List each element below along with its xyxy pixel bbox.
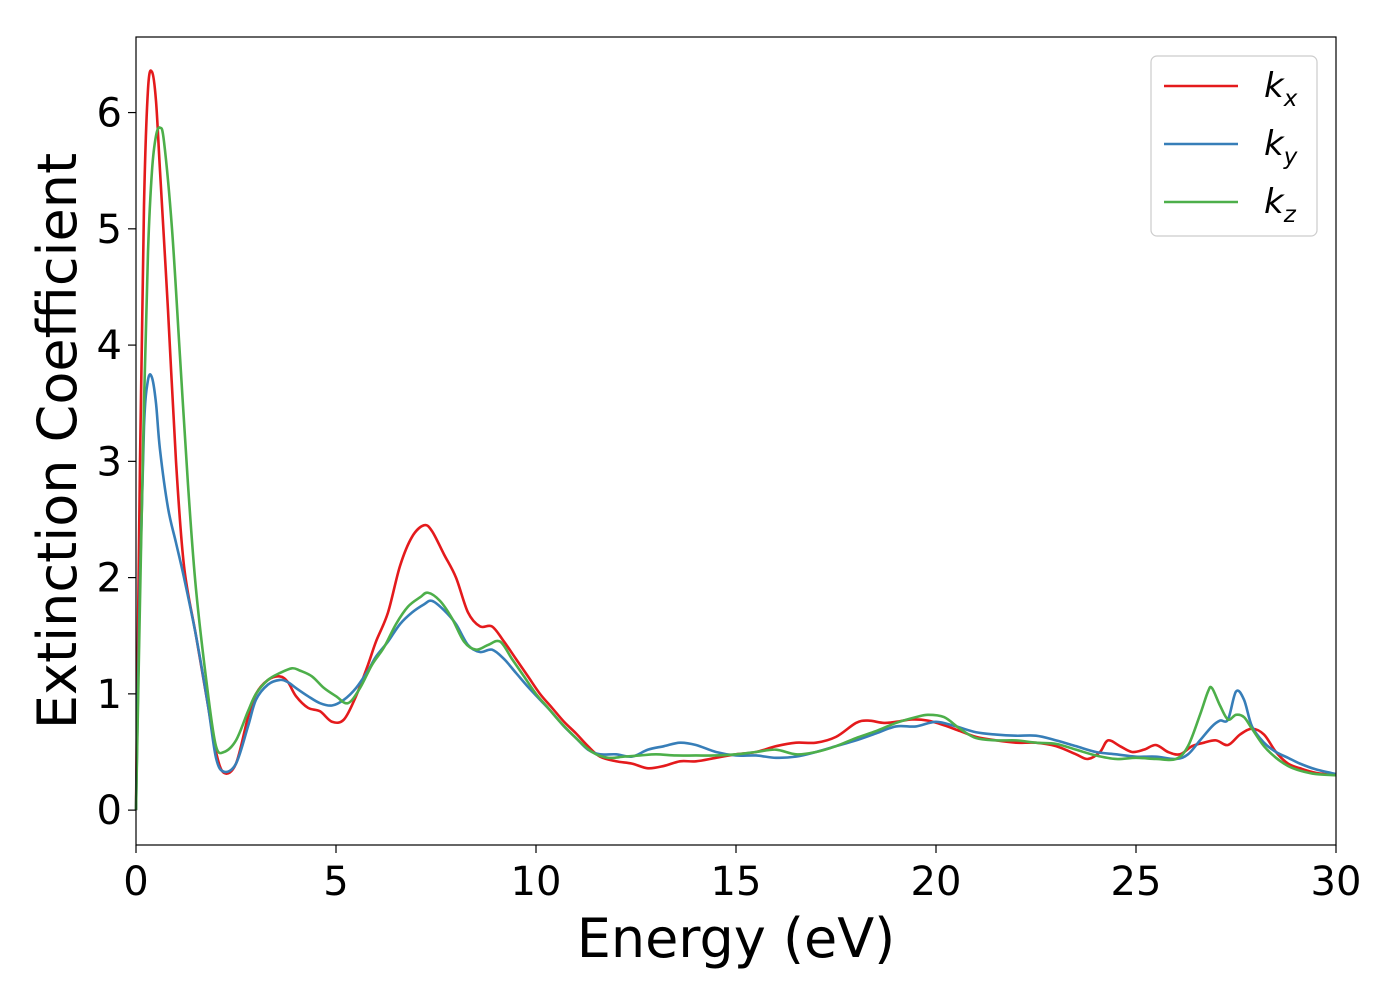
y-tick-label: 0 (97, 788, 122, 834)
y-tick-label: 3 (97, 439, 122, 485)
series-line-k-z (134, 126, 1337, 811)
y-axis-ticks: 0 1 2 3 4 5 6 (97, 91, 136, 834)
y-tick-label: 5 (97, 207, 122, 253)
x-tick-label: 0 (123, 859, 148, 905)
y-tick-label: 1 (97, 672, 122, 718)
legend-items: kx ky kz (1164, 66, 1298, 228)
legend: kx ky kz (1150, 55, 1318, 237)
legend-label-z: kz (1264, 182, 1297, 228)
legend-label-x: kx (1264, 66, 1298, 112)
legend-box (1150, 55, 1318, 237)
x-tick-label: 15 (711, 859, 762, 905)
y-tick-label: 6 (97, 91, 122, 137)
legend-label-y: ky (1264, 124, 1298, 170)
series-layer (134, 69, 1337, 811)
x-tick-label: 5 (323, 859, 348, 905)
x-tick-label: 20 (911, 859, 962, 905)
y-tick-label: 2 (97, 556, 122, 602)
x-tick-label: 10 (511, 859, 562, 905)
x-tick-label: 25 (1111, 859, 1162, 905)
x-tick-label: 30 (1311, 859, 1362, 905)
x-axis-ticks: 0 5 10 15 20 25 30 (123, 845, 1361, 905)
x-axis-title: Energy (eV) (577, 907, 896, 970)
y-tick-label: 4 (97, 323, 122, 369)
y-axis-title: Extinction Coefficient (26, 153, 89, 729)
